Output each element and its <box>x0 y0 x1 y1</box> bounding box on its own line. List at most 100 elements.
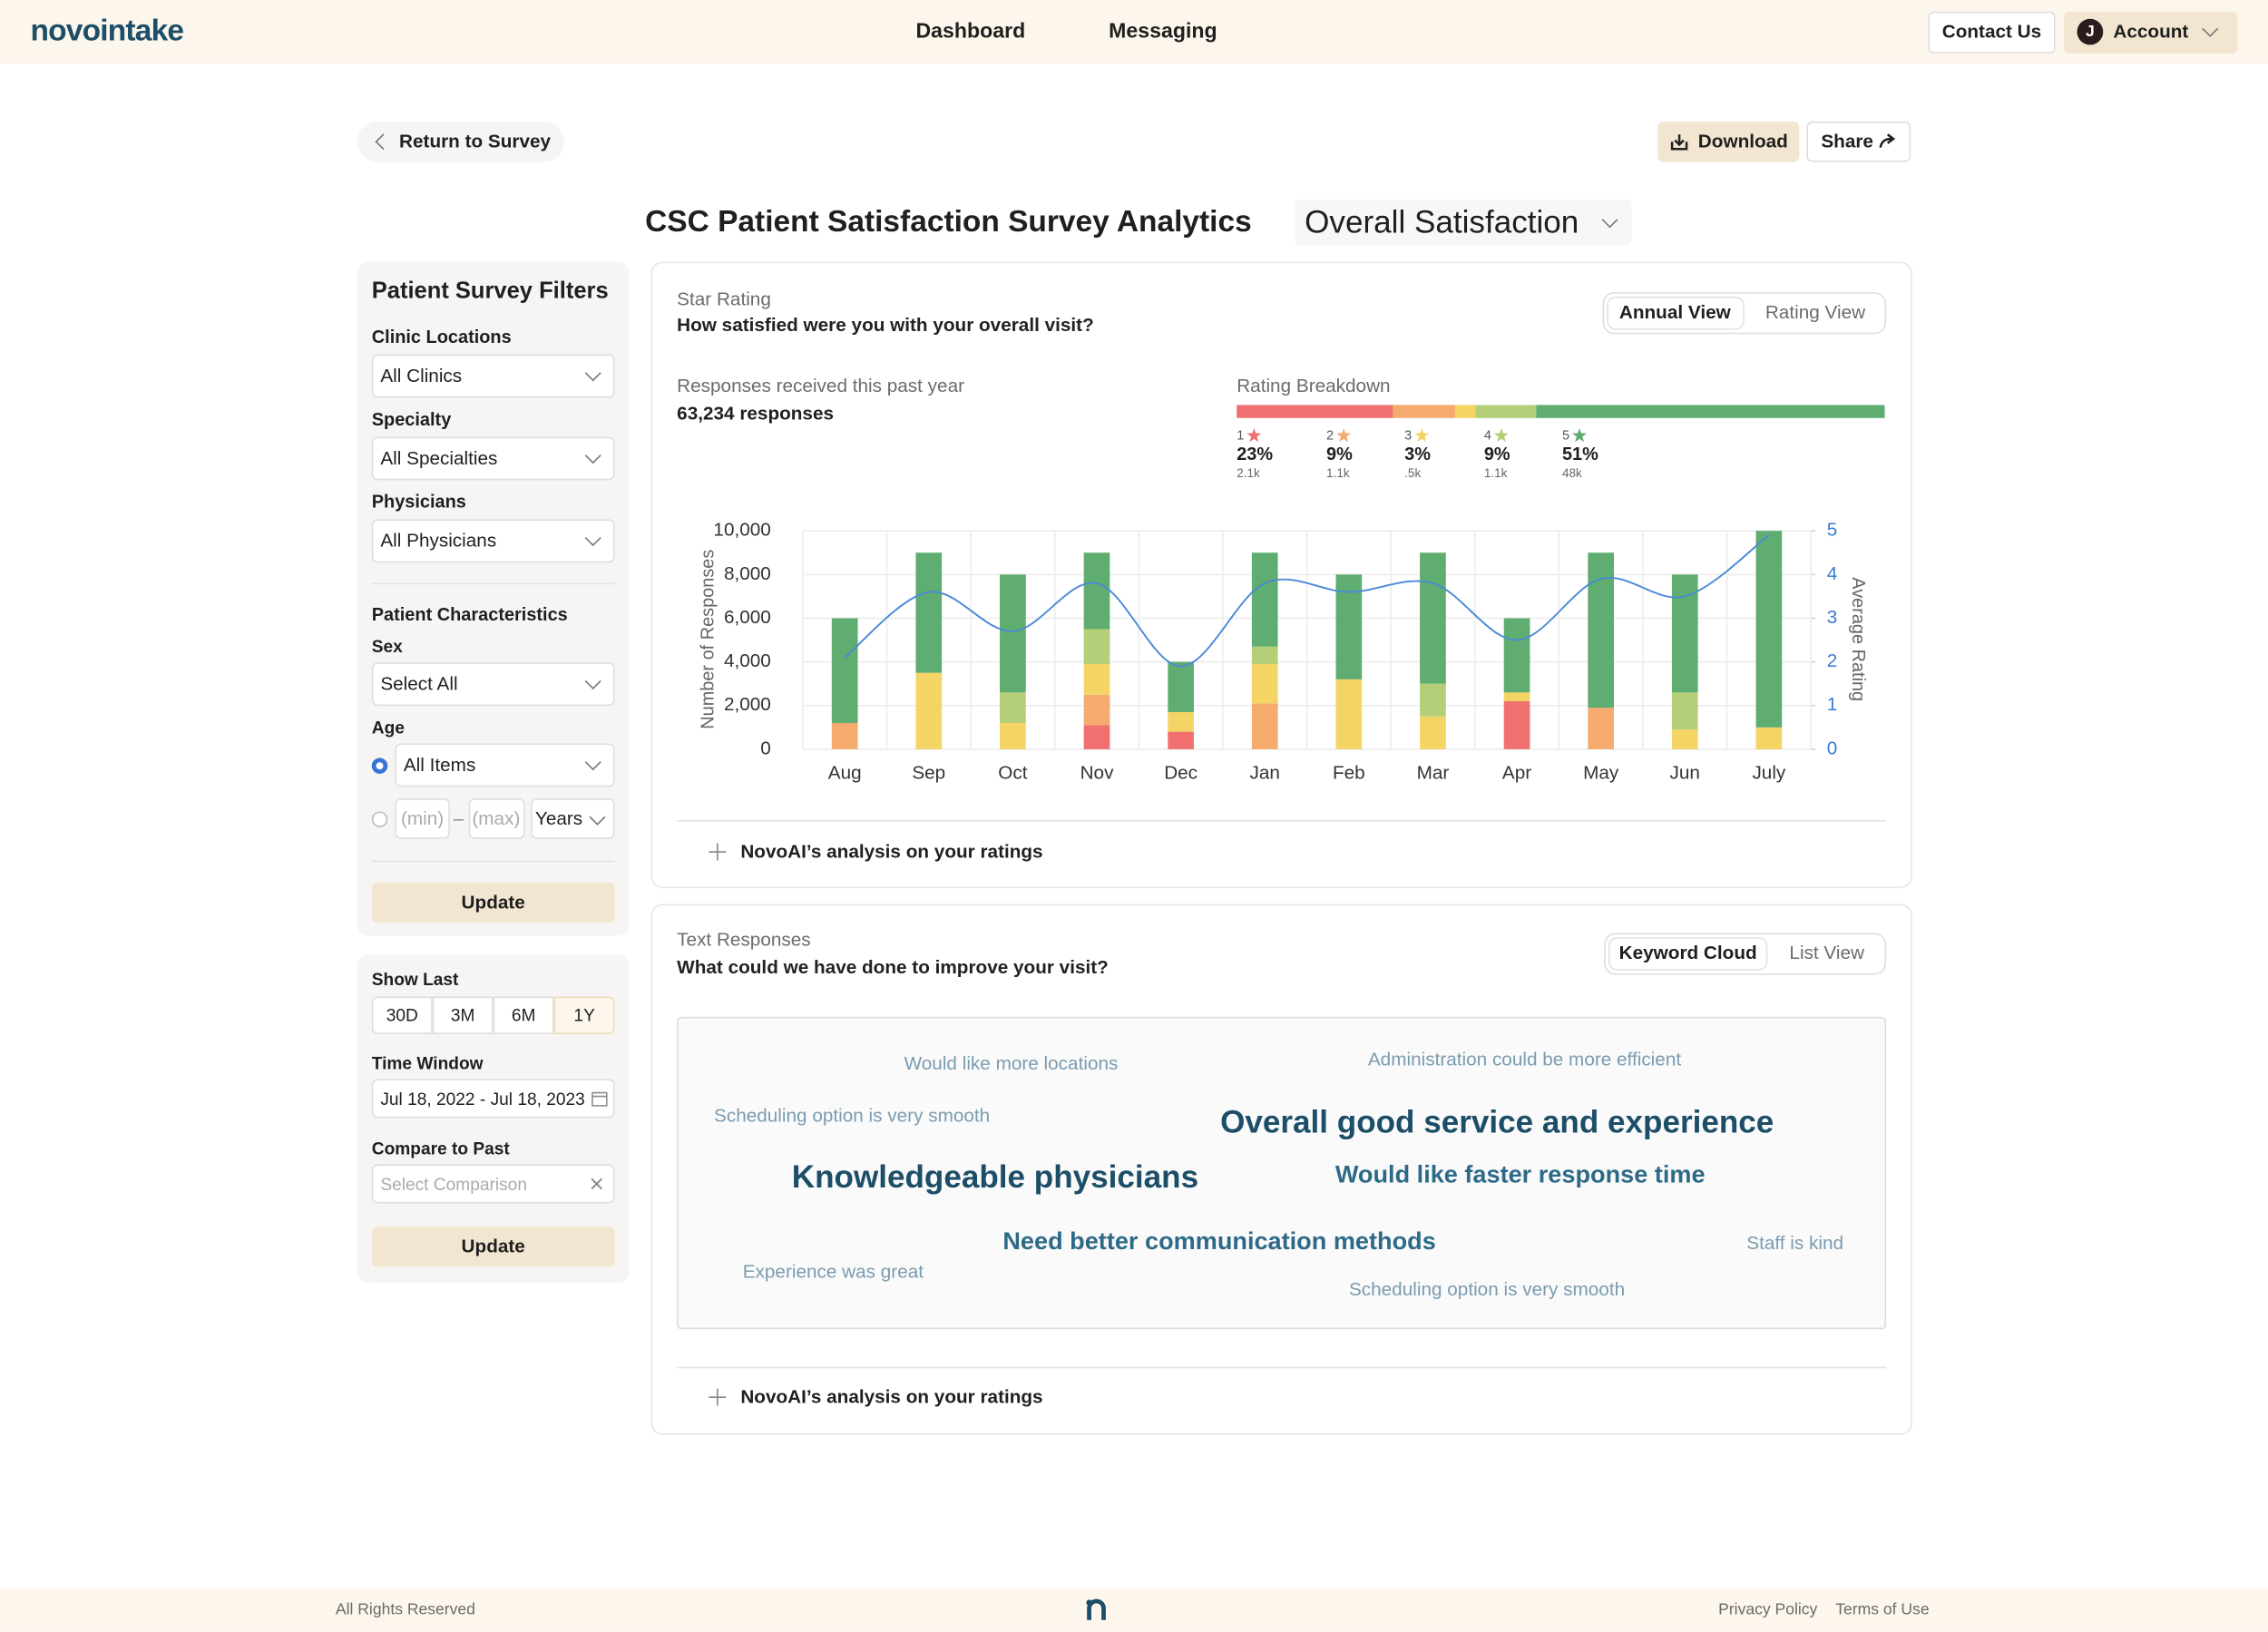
keyword[interactable]: Scheduling option is very smooth <box>714 1104 991 1127</box>
toggle-option[interactable]: Rating View <box>1765 300 1866 323</box>
card-question: What could we have done to improve your … <box>677 955 1109 978</box>
range-label: 3M <box>450 1005 475 1026</box>
rating-count: 1.1k <box>1483 465 1508 481</box>
nav-link[interactable]: Messaging <box>1109 20 1217 44</box>
share-icon <box>1879 133 1896 148</box>
select-value: All Physicians <box>380 529 497 552</box>
field-label: Show Last <box>371 969 459 990</box>
range-label: 30D <box>386 1005 418 1026</box>
date-input[interactable] <box>371 1079 615 1119</box>
share-label: Share <box>1821 130 1873 152</box>
unit-select[interactable] <box>531 798 615 839</box>
field-label: Clinic Locations <box>371 327 512 347</box>
breakdown-title: Rating Breakdown <box>1237 374 1391 396</box>
star-rating-card <box>650 261 1912 888</box>
radio[interactable] <box>371 811 388 827</box>
update-label: Update <box>461 891 525 914</box>
analysis-toggle[interactable]: NovoAI’s analysis on your ratings <box>740 840 1043 863</box>
divider <box>371 860 615 863</box>
contact-button[interactable] <box>1928 11 2056 54</box>
responses-label: Responses received this past year <box>677 374 965 396</box>
sex-select[interactable] <box>371 662 615 707</box>
star-icon <box>1246 427 1262 443</box>
keyword[interactable]: Would like more locations <box>904 1051 1119 1074</box>
field-label: Sex <box>371 636 403 657</box>
toggle-active[interactable] <box>1607 296 1745 330</box>
download-icon <box>1670 134 1688 151</box>
breakdown-segment <box>1393 405 1455 418</box>
min-input[interactable] <box>395 798 450 839</box>
nav-link[interactable]: Dashboard <box>915 20 1026 44</box>
analysis-toggle[interactable]: NovoAI’s analysis on your ratings <box>740 1385 1043 1408</box>
footer-text: All Rights Reserved <box>335 1600 475 1619</box>
star <box>1494 427 1509 443</box>
compare-select[interactable] <box>371 1164 615 1204</box>
rating-count: 2.1k <box>1237 465 1260 481</box>
select-value: Select All <box>380 672 458 695</box>
field-label: Physicians <box>371 492 466 513</box>
rating-number: 3 <box>1404 427 1413 443</box>
clear-icon[interactable] <box>591 1178 603 1190</box>
range-label: 6M <box>511 1005 536 1026</box>
card-question: How satisfied were you with your overall… <box>677 313 1094 336</box>
metric-select-value: Overall Satisfaction <box>1305 203 1579 240</box>
star-icon <box>1494 427 1509 443</box>
specialty-select[interactable] <box>371 436 615 481</box>
toggle-active[interactable] <box>1608 937 1768 971</box>
range-button[interactable] <box>553 996 615 1034</box>
update-button[interactable] <box>371 882 615 923</box>
range-button[interactable] <box>371 996 433 1034</box>
physicians-select[interactable] <box>371 519 615 563</box>
star <box>1246 427 1262 443</box>
breakdown-segment <box>1454 405 1476 418</box>
nav-bar <box>0 0 2268 64</box>
divider <box>677 820 1887 822</box>
star-icon <box>1414 427 1430 443</box>
logo[interactable]: novointake <box>30 14 184 48</box>
age-select[interactable] <box>395 743 615 787</box>
star-icon <box>1336 427 1352 443</box>
keyword[interactable]: Staff is kind <box>1746 1231 1844 1254</box>
field-label: Compare to Past <box>371 1138 510 1159</box>
breakdown-segment <box>1475 405 1538 418</box>
update-button[interactable] <box>371 1226 615 1267</box>
clinic-select[interactable] <box>371 354 615 398</box>
footer-link[interactable]: Privacy Policy <box>1718 1600 1818 1619</box>
range-label: 1Y <box>573 1005 595 1026</box>
toggle-option: Keyword Cloud <box>1618 941 1757 963</box>
responses-count: 63,234 responses <box>677 402 835 425</box>
expand-icon[interactable] <box>709 843 727 861</box>
rating-count: 1.1k <box>1326 465 1350 481</box>
keyword[interactable]: Need better communication methods <box>1002 1226 1436 1256</box>
keyword[interactable]: Administration could be more efficient <box>1367 1048 1682 1070</box>
share-button[interactable] <box>1806 121 1911 162</box>
star <box>1414 427 1430 443</box>
divider <box>371 582 615 585</box>
rating-count: 48k <box>1561 465 1582 481</box>
expand-icon[interactable] <box>709 1388 727 1406</box>
max-input[interactable] <box>468 798 525 839</box>
account-label: Account <box>2113 20 2189 43</box>
back-button[interactable] <box>357 121 564 162</box>
calendar-icon <box>591 1091 608 1107</box>
metric-select[interactable] <box>1294 200 1632 247</box>
breakdown-segment <box>1237 405 1394 418</box>
rating-percent: 3% <box>1404 444 1431 464</box>
keyword[interactable]: Knowledgeable physicians <box>791 1158 1199 1195</box>
keyword[interactable]: Scheduling option is very smooth <box>1348 1277 1626 1300</box>
footer-logo <box>1086 1598 1106 1620</box>
toggle-option[interactable]: List View <box>1789 941 1865 963</box>
rating-number: 1 <box>1237 427 1245 443</box>
star <box>1572 427 1588 443</box>
range-dash: – <box>453 806 464 829</box>
footer-link[interactable]: Terms of Use <box>1835 1600 1930 1619</box>
section-label: Patient Characteristics <box>371 604 568 625</box>
keyword[interactable]: Overall good service and experience <box>1220 1103 1774 1140</box>
star <box>1336 427 1352 443</box>
range-button[interactable] <box>493 996 554 1034</box>
radio-selected[interactable] <box>371 757 388 774</box>
keyword[interactable]: Would like faster response time <box>1334 1160 1706 1188</box>
keyword[interactable]: Experience was great <box>742 1260 924 1283</box>
range-button[interactable] <box>432 996 494 1034</box>
